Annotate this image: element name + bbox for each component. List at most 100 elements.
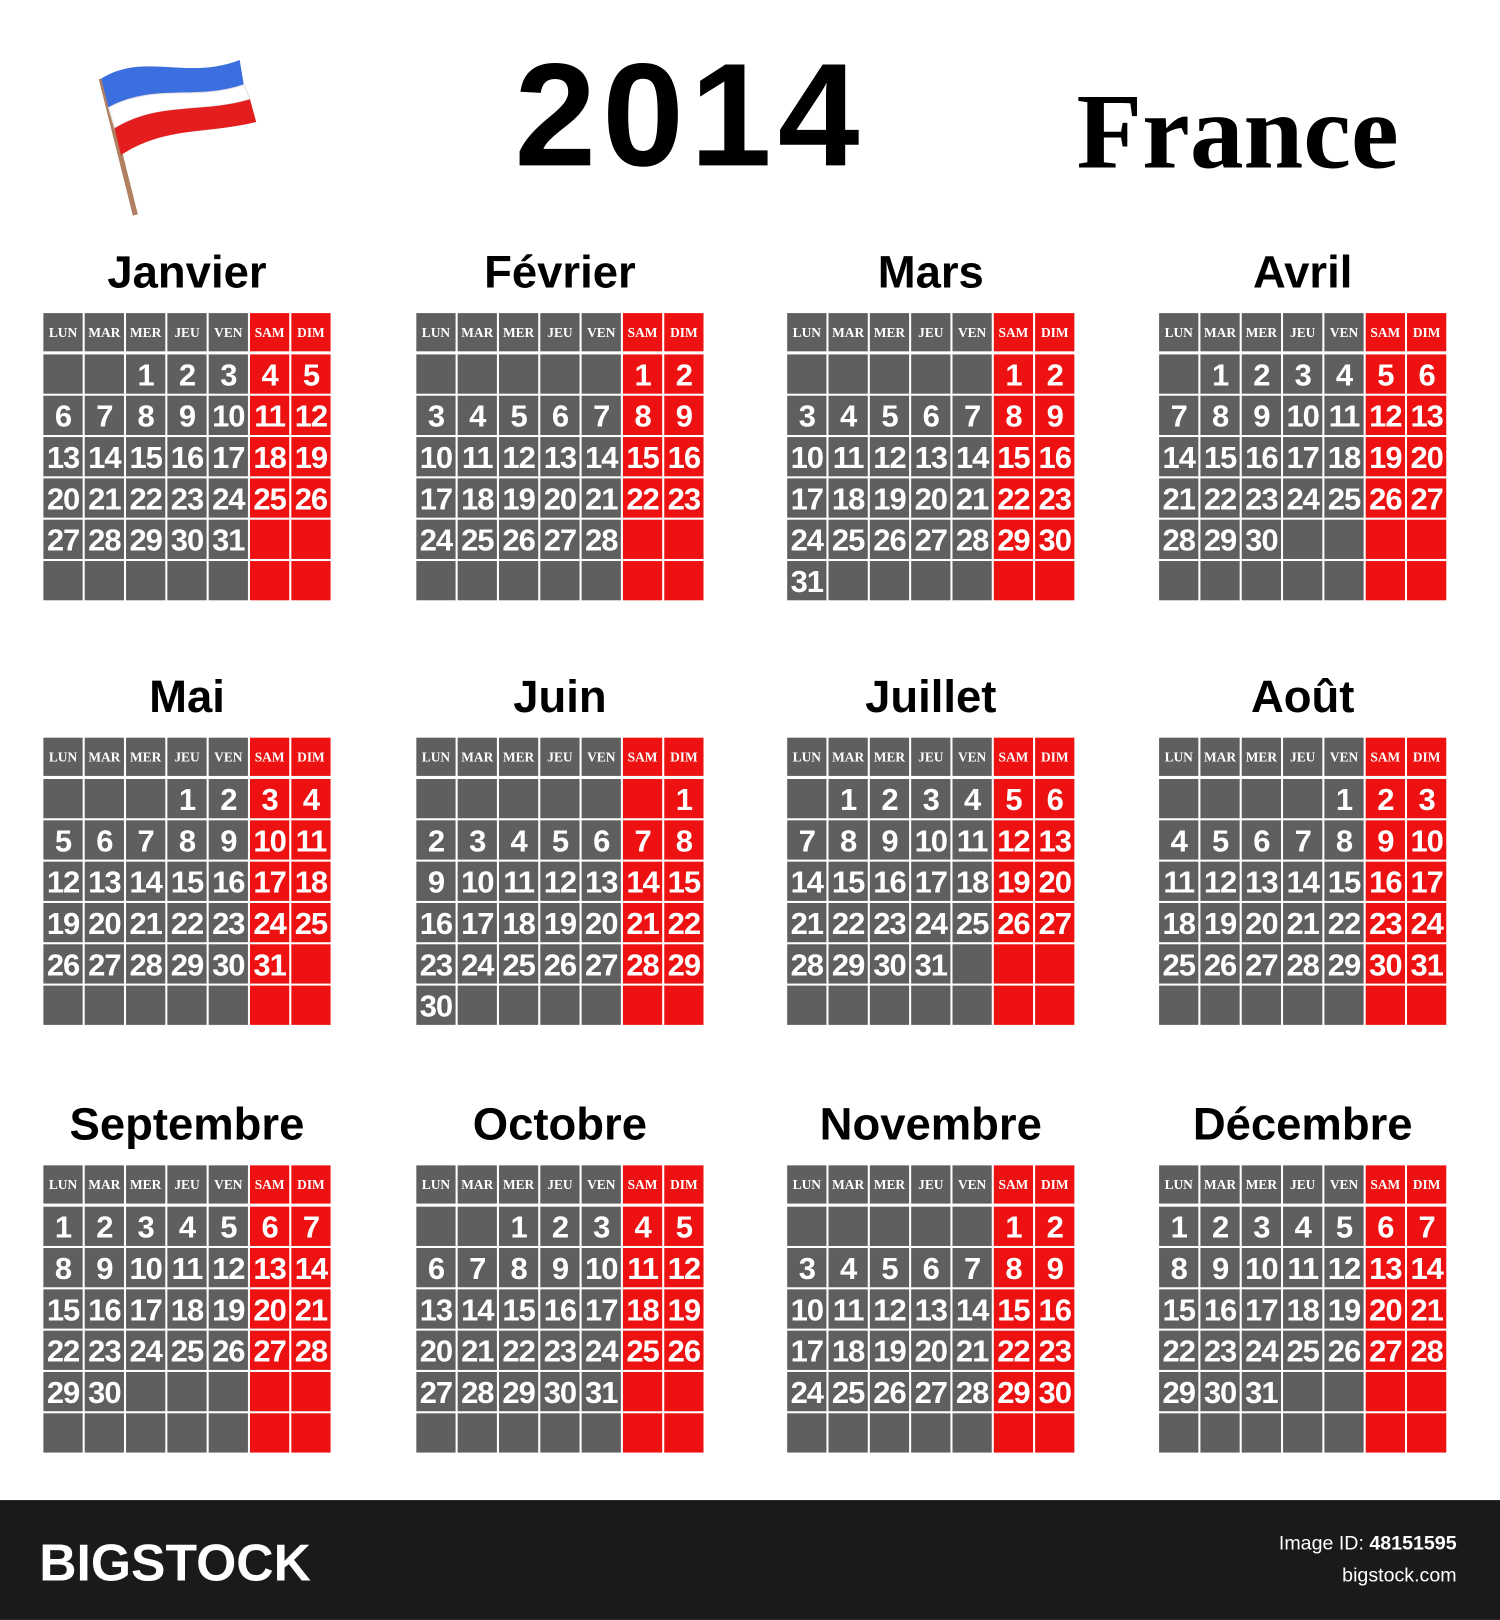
day-cell xyxy=(1365,944,1405,984)
day-cell xyxy=(416,985,456,1025)
day-cell xyxy=(1159,985,1199,1025)
day-cell xyxy=(993,561,1034,601)
day-number: 18 xyxy=(253,440,286,475)
day-cell xyxy=(581,985,621,1025)
weekday-label: DIM xyxy=(670,749,698,764)
weekday-cell xyxy=(993,1165,1034,1204)
day-cell xyxy=(1283,1206,1323,1246)
day-number: 18 xyxy=(832,1334,865,1369)
day-number: 16 xyxy=(1245,440,1278,475)
day-cell xyxy=(1241,519,1281,559)
day-cell xyxy=(1283,561,1323,601)
weekday-label: VEN xyxy=(958,325,987,340)
day-number: 13 xyxy=(585,865,618,900)
day-cell xyxy=(993,1289,1034,1329)
day-number: 23 xyxy=(88,1334,121,1369)
day-number: 18 xyxy=(832,481,865,516)
weekday-cell xyxy=(869,1165,910,1204)
day-number: 24 xyxy=(1410,906,1444,941)
weekday-cell xyxy=(911,737,951,776)
weekday-cell xyxy=(869,737,910,776)
day-cell xyxy=(952,1371,992,1412)
day-cell xyxy=(457,985,497,1025)
day-number: 18 xyxy=(1328,440,1361,475)
day-number: 28 xyxy=(956,523,989,558)
day-cell xyxy=(1159,519,1199,559)
day-number: 29 xyxy=(997,523,1030,558)
weekday-label: VEN xyxy=(1330,749,1359,764)
day-cell xyxy=(208,985,248,1025)
day-number: 30 xyxy=(1204,1375,1236,1410)
weekday-cell xyxy=(1200,1165,1240,1204)
day-cell xyxy=(952,1330,992,1370)
weekday-label: JEU xyxy=(547,749,573,764)
day-number: 1 xyxy=(1171,1210,1188,1245)
day-cell xyxy=(1035,519,1075,559)
day-cell xyxy=(498,1371,539,1412)
day-number: 4 xyxy=(964,782,982,817)
day-cell xyxy=(828,779,868,819)
day-cell xyxy=(1200,902,1240,943)
day-cell xyxy=(1159,478,1199,518)
day-cell xyxy=(911,902,951,943)
month-name: Décembre xyxy=(1193,1099,1413,1150)
day-number: 24 xyxy=(1286,481,1320,516)
day-cell xyxy=(540,1330,580,1370)
day-number: 2 xyxy=(220,782,236,817)
day-cell xyxy=(622,1371,663,1412)
day-cell xyxy=(43,820,83,860)
weekday-label: MAR xyxy=(1204,1177,1236,1192)
weekday-label: LUN xyxy=(793,749,822,764)
day-number: 5 xyxy=(552,823,569,858)
day-cell xyxy=(250,985,290,1025)
day-number: 15 xyxy=(47,1292,80,1327)
weekday-cell xyxy=(1407,1165,1447,1204)
day-number: 10 xyxy=(253,823,285,858)
day-cell xyxy=(1035,478,1075,518)
weekday-label: MAR xyxy=(1204,325,1236,340)
weekday-label: SAM xyxy=(999,1177,1029,1192)
day-cell xyxy=(84,561,124,601)
day-cell xyxy=(1365,354,1405,394)
day-cell xyxy=(1407,1371,1447,1412)
month-name: Août xyxy=(1251,671,1354,722)
day-cell xyxy=(828,820,868,860)
day-number: 13 xyxy=(915,1292,948,1327)
day-cell xyxy=(126,478,166,518)
day-cell xyxy=(1283,902,1323,943)
weekday-cell xyxy=(126,313,166,352)
day-cell xyxy=(787,1289,827,1329)
day-cell xyxy=(291,519,331,559)
day-cell xyxy=(457,944,497,984)
day-number: 26 xyxy=(873,523,906,558)
day-number: 28 xyxy=(295,1334,328,1369)
day-number: 12 xyxy=(668,1251,700,1286)
day-cell xyxy=(993,985,1034,1025)
day-cell xyxy=(84,478,124,518)
day-cell xyxy=(911,1330,951,1370)
day-cell xyxy=(1283,1330,1323,1370)
weekday-cell xyxy=(1241,1165,1281,1204)
day-cell xyxy=(1035,1289,1075,1329)
day-cell xyxy=(1324,561,1364,601)
day-cell xyxy=(167,985,207,1025)
day-cell xyxy=(208,1248,248,1288)
day-cell xyxy=(828,1413,868,1453)
day-cell xyxy=(1283,985,1323,1025)
day-number: 17 xyxy=(212,440,244,475)
day-cell xyxy=(540,1413,580,1453)
day-number: 12 xyxy=(502,440,534,475)
day-cell xyxy=(291,861,331,901)
day-number: 19 xyxy=(544,906,577,941)
day-number: 19 xyxy=(47,906,80,941)
day-cell xyxy=(167,861,207,901)
day-cell xyxy=(457,395,497,435)
day-number: 6 xyxy=(96,823,113,858)
day-cell xyxy=(250,1330,290,1370)
day-cell xyxy=(1159,820,1199,860)
day-number: 23 xyxy=(171,481,204,516)
day-cell xyxy=(869,354,910,394)
weekday-cell xyxy=(167,313,207,352)
day-number: 7 xyxy=(138,823,154,858)
